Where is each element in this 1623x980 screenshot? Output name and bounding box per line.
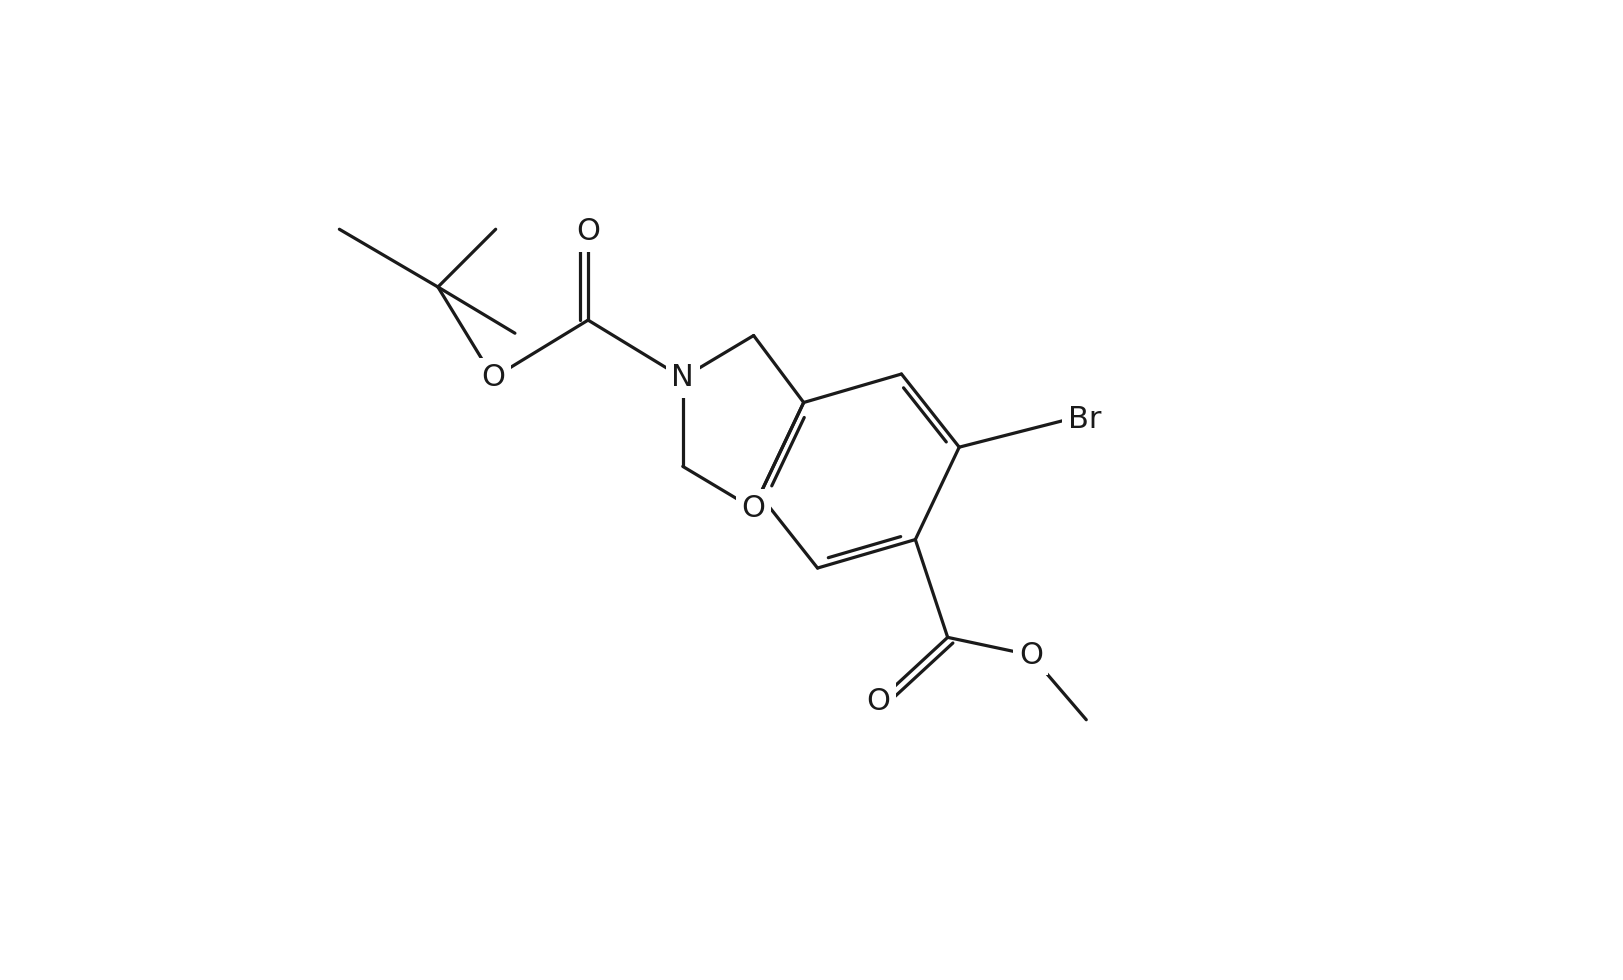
Text: Br: Br bbox=[1068, 405, 1102, 434]
Text: O: O bbox=[1019, 641, 1044, 669]
Text: O: O bbox=[576, 217, 601, 246]
Text: N: N bbox=[672, 364, 695, 392]
Text: O: O bbox=[867, 687, 891, 715]
Text: O: O bbox=[482, 364, 505, 392]
Text: O: O bbox=[742, 494, 766, 523]
